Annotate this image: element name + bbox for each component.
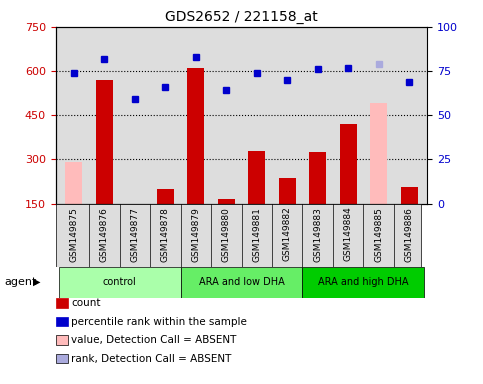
Bar	[248, 151, 265, 204]
Text: GSM149882: GSM149882	[283, 207, 292, 262]
Bar	[157, 189, 174, 204]
Text: GSM149883: GSM149883	[313, 207, 322, 262]
Text: agent: agent	[5, 277, 37, 287]
Bar	[309, 152, 326, 204]
Text: GSM149880: GSM149880	[222, 207, 231, 262]
FancyBboxPatch shape	[302, 267, 425, 298]
Text: control: control	[103, 277, 136, 287]
Text: GSM149885: GSM149885	[374, 207, 383, 262]
Text: count: count	[71, 298, 101, 308]
Text: ARA and high DHA: ARA and high DHA	[318, 277, 409, 287]
Text: GSM149884: GSM149884	[344, 207, 353, 262]
Text: GSM149875: GSM149875	[70, 207, 78, 262]
Text: percentile rank within the sample: percentile rank within the sample	[71, 317, 247, 327]
Bar	[401, 187, 417, 204]
FancyBboxPatch shape	[58, 267, 181, 298]
Title: GDS2652 / 221158_at: GDS2652 / 221158_at	[165, 10, 318, 25]
Text: ARA and low DHA: ARA and low DHA	[199, 277, 284, 287]
Bar	[218, 199, 235, 204]
Text: GSM149877: GSM149877	[130, 207, 139, 262]
Bar	[96, 80, 113, 204]
Text: GSM149886: GSM149886	[405, 207, 413, 262]
Bar	[187, 68, 204, 204]
Bar	[340, 124, 356, 204]
FancyBboxPatch shape	[56, 204, 421, 267]
Text: ▶: ▶	[33, 277, 41, 287]
Bar	[279, 179, 296, 204]
FancyBboxPatch shape	[181, 267, 302, 298]
Text: rank, Detection Call = ABSENT: rank, Detection Call = ABSENT	[71, 354, 232, 364]
Text: GSM149878: GSM149878	[161, 207, 170, 262]
Text: value, Detection Call = ABSENT: value, Detection Call = ABSENT	[71, 335, 237, 345]
Text: GSM149881: GSM149881	[252, 207, 261, 262]
Text: GSM149876: GSM149876	[100, 207, 109, 262]
Bar	[370, 103, 387, 204]
Bar	[66, 162, 82, 204]
Text: GSM149879: GSM149879	[191, 207, 200, 262]
